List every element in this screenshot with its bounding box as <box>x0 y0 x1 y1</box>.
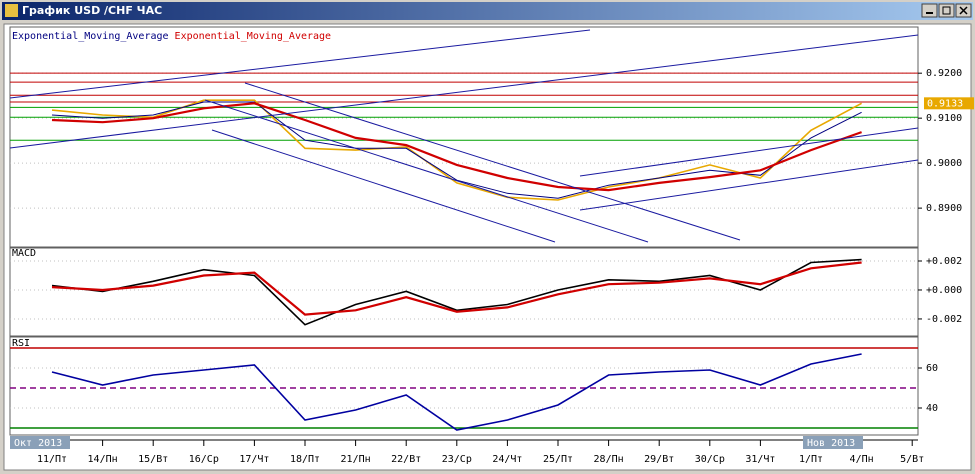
series-line <box>51 353 862 431</box>
trend-line <box>9 29 591 99</box>
x-tick-label: 14/Пн <box>88 454 118 465</box>
period-label: Нов 2013 <box>807 438 855 449</box>
panel <box>9 26 919 249</box>
price-tag-label: 0.9133 <box>927 98 963 109</box>
trend-line <box>211 129 556 243</box>
x-tick-label: 4/Пн <box>850 454 874 465</box>
x-tick-label: 16/Ср <box>189 454 219 465</box>
series-line <box>51 261 862 316</box>
x-tick-label: 23/Ср <box>442 454 472 465</box>
x-tick-label: 5/Вт <box>900 454 924 465</box>
x-tick-label: 15/Вт <box>138 454 168 465</box>
y-tick-label: 0.9200 <box>926 68 962 79</box>
trend-line <box>9 34 919 149</box>
window-icon <box>5 4 18 17</box>
y-tick-label: 0.9000 <box>926 158 962 169</box>
y-tick-label: 0.8900 <box>926 203 962 214</box>
x-tick-label: 30/Ср <box>695 454 725 465</box>
period-label: Окт 2013 <box>14 438 62 449</box>
panel <box>9 336 919 436</box>
y-tick-label: 60 <box>926 363 938 374</box>
trend-line <box>244 82 741 241</box>
x-tick-label: 31/Чт <box>745 454 775 465</box>
panel <box>9 246 919 337</box>
y-tick-label: +0.002 <box>926 256 962 267</box>
x-tick-label: 24/Чт <box>492 454 522 465</box>
title-bar <box>2 2 973 20</box>
panel-title: MACD <box>12 248 36 259</box>
window-title: График USD /CHF ЧАС <box>22 4 162 17</box>
x-tick-label: 1/Пт <box>799 454 823 465</box>
trend-lines <box>9 29 919 243</box>
y-tick-label: +0.000 <box>926 285 962 296</box>
x-tick-label: 21/Пн <box>341 454 371 465</box>
window-buttons[interactable] <box>921 3 972 18</box>
icon <box>942 6 951 15</box>
series-line <box>51 102 862 192</box>
x-tick-label: 28/Пн <box>594 454 624 465</box>
y-tick-label: -0.002 <box>926 314 962 325</box>
y-tick-label: 40 <box>926 403 938 414</box>
trend-line <box>579 127 919 177</box>
minimize-button[interactable] <box>921 3 938 18</box>
icon <box>959 6 968 15</box>
x-tick-label: 29/Вт <box>644 454 674 465</box>
legend-entry: Exponential_Moving_Average <box>175 31 332 42</box>
x-tick-label: 22/Вт <box>391 454 421 465</box>
y-tick-label: 0.9100 <box>926 113 962 124</box>
period-label-box <box>803 436 863 449</box>
x-tick-label: 25/Пт <box>543 454 573 465</box>
x-tick-label: 11/Пт <box>37 454 67 465</box>
period-label-box <box>10 436 70 449</box>
panel-title: RSI <box>12 338 30 349</box>
legend-entry: Exponential_Moving_Average <box>12 31 169 42</box>
trend-line <box>204 99 649 243</box>
trend-line <box>579 159 919 211</box>
x-tick-label: 17/Чт <box>239 454 269 465</box>
maximize-button[interactable] <box>938 3 955 18</box>
x-tick-label: 18/Пт <box>290 454 320 465</box>
price-tag <box>924 97 974 110</box>
